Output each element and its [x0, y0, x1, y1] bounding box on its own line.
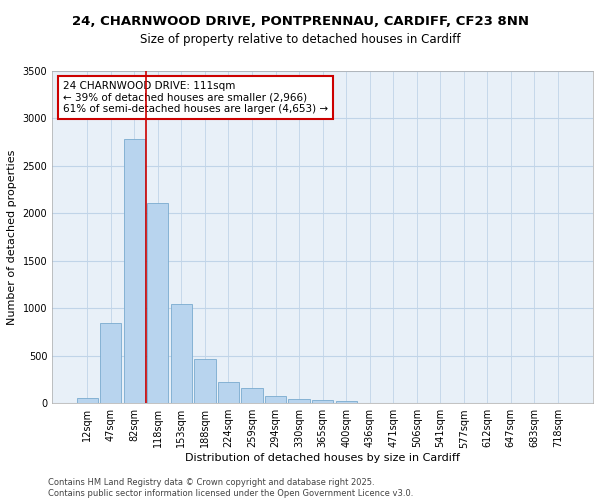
Bar	[147, 203, 169, 403]
Text: Size of property relative to detached houses in Cardiff: Size of property relative to detached ho…	[140, 32, 460, 46]
X-axis label: Distribution of detached houses by size in Cardiff: Distribution of detached houses by size …	[185, 453, 460, 463]
Bar	[218, 382, 239, 403]
Bar	[312, 400, 333, 403]
Text: 24 CHARNWOOD DRIVE: 111sqm
← 39% of detached houses are smaller (2,966)
61% of s: 24 CHARNWOOD DRIVE: 111sqm ← 39% of deta…	[63, 81, 328, 114]
Bar	[335, 401, 357, 403]
Bar	[241, 388, 263, 403]
Y-axis label: Number of detached properties: Number of detached properties	[7, 150, 17, 324]
Bar	[289, 400, 310, 403]
Bar	[100, 324, 121, 403]
Bar	[124, 140, 145, 403]
Text: 24, CHARNWOOD DRIVE, PONTPRENNAU, CARDIFF, CF23 8NN: 24, CHARNWOOD DRIVE, PONTPRENNAU, CARDIF…	[71, 15, 529, 28]
Bar	[171, 304, 192, 403]
Bar	[265, 396, 286, 403]
Bar	[194, 360, 215, 403]
Text: Contains HM Land Registry data © Crown copyright and database right 2025.
Contai: Contains HM Land Registry data © Crown c…	[48, 478, 413, 498]
Bar	[77, 398, 98, 403]
